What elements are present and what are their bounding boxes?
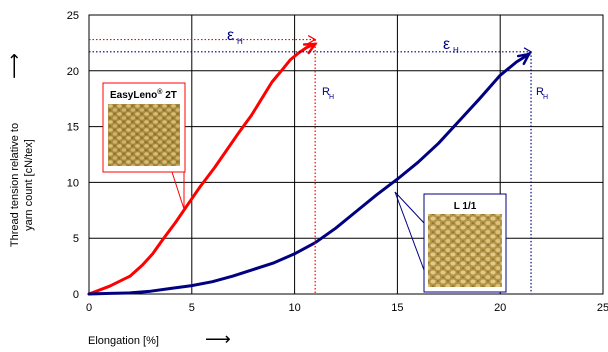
y-axis-label-line2: yarn count [cN/tex] bbox=[23, 139, 35, 231]
svg-text:L 1/1: L 1/1 bbox=[454, 201, 477, 212]
axes bbox=[88, 14, 604, 295]
x-tick-label: 20 bbox=[494, 302, 506, 314]
x-axis-arrow-icon: ⟶ bbox=[205, 329, 231, 347]
plot-frame bbox=[88, 14, 604, 295]
rh-label-red: R H bbox=[322, 86, 334, 101]
svg-text:R: R bbox=[322, 86, 330, 98]
y-tick-label: 5 bbox=[73, 233, 79, 245]
y-tick-label: 10 bbox=[67, 177, 79, 189]
series-line-easyleno bbox=[87, 42, 317, 296]
x-axis-label: Elongation [%] bbox=[88, 335, 159, 347]
svg-text:H: H bbox=[329, 94, 334, 101]
y-tick-label: 15 bbox=[67, 122, 79, 134]
x-tick-label: 10 bbox=[288, 302, 300, 314]
l11-callout-line-2 bbox=[394, 191, 425, 271]
annotations bbox=[89, 35, 533, 294]
y-tick-label: 20 bbox=[67, 66, 79, 78]
epsilon-label-blue: ε H bbox=[443, 36, 459, 55]
l11-callout: L 1/1 bbox=[423, 193, 507, 293]
svg-text:ε: ε bbox=[227, 27, 234, 44]
tick-labels: 0 5 10 15 20 25 0 5 10 15 20 25 bbox=[67, 10, 608, 314]
x-tick-label: 25 bbox=[597, 302, 608, 314]
svg-text:H: H bbox=[237, 37, 243, 46]
epsilon-label-red: ε H bbox=[227, 27, 243, 46]
l11-callout-line-1 bbox=[394, 191, 425, 224]
svg-text:R: R bbox=[536, 86, 544, 98]
x-tick-label: 0 bbox=[86, 302, 92, 314]
easyleno-callout: EasyLeno® 2T bbox=[102, 82, 186, 173]
easyleno-callout-line-1 bbox=[171, 171, 185, 210]
svg-text:EasyLeno® 2T: EasyLeno® 2T bbox=[110, 88, 177, 101]
y-axis-arrow-icon: ⟶ bbox=[4, 53, 24, 79]
easyleno-fabric-image bbox=[108, 104, 180, 166]
x-tick-label: 15 bbox=[391, 302, 403, 314]
epsilon-arrow-red-icon bbox=[307, 35, 317, 45]
l11-fabric-image bbox=[428, 214, 502, 287]
svg-text:H: H bbox=[543, 94, 548, 101]
y-tick-label: 25 bbox=[67, 10, 79, 22]
rh-label-blue: R H bbox=[536, 86, 548, 101]
arrowhead-l11-icon bbox=[516, 52, 532, 66]
svg-text:H: H bbox=[453, 46, 459, 55]
y-axis-label-line1: Thread tension relative to bbox=[9, 123, 21, 247]
y-tick-label: 0 bbox=[73, 289, 79, 301]
x-tick-label: 5 bbox=[189, 302, 195, 314]
svg-text:ε: ε bbox=[443, 36, 450, 53]
